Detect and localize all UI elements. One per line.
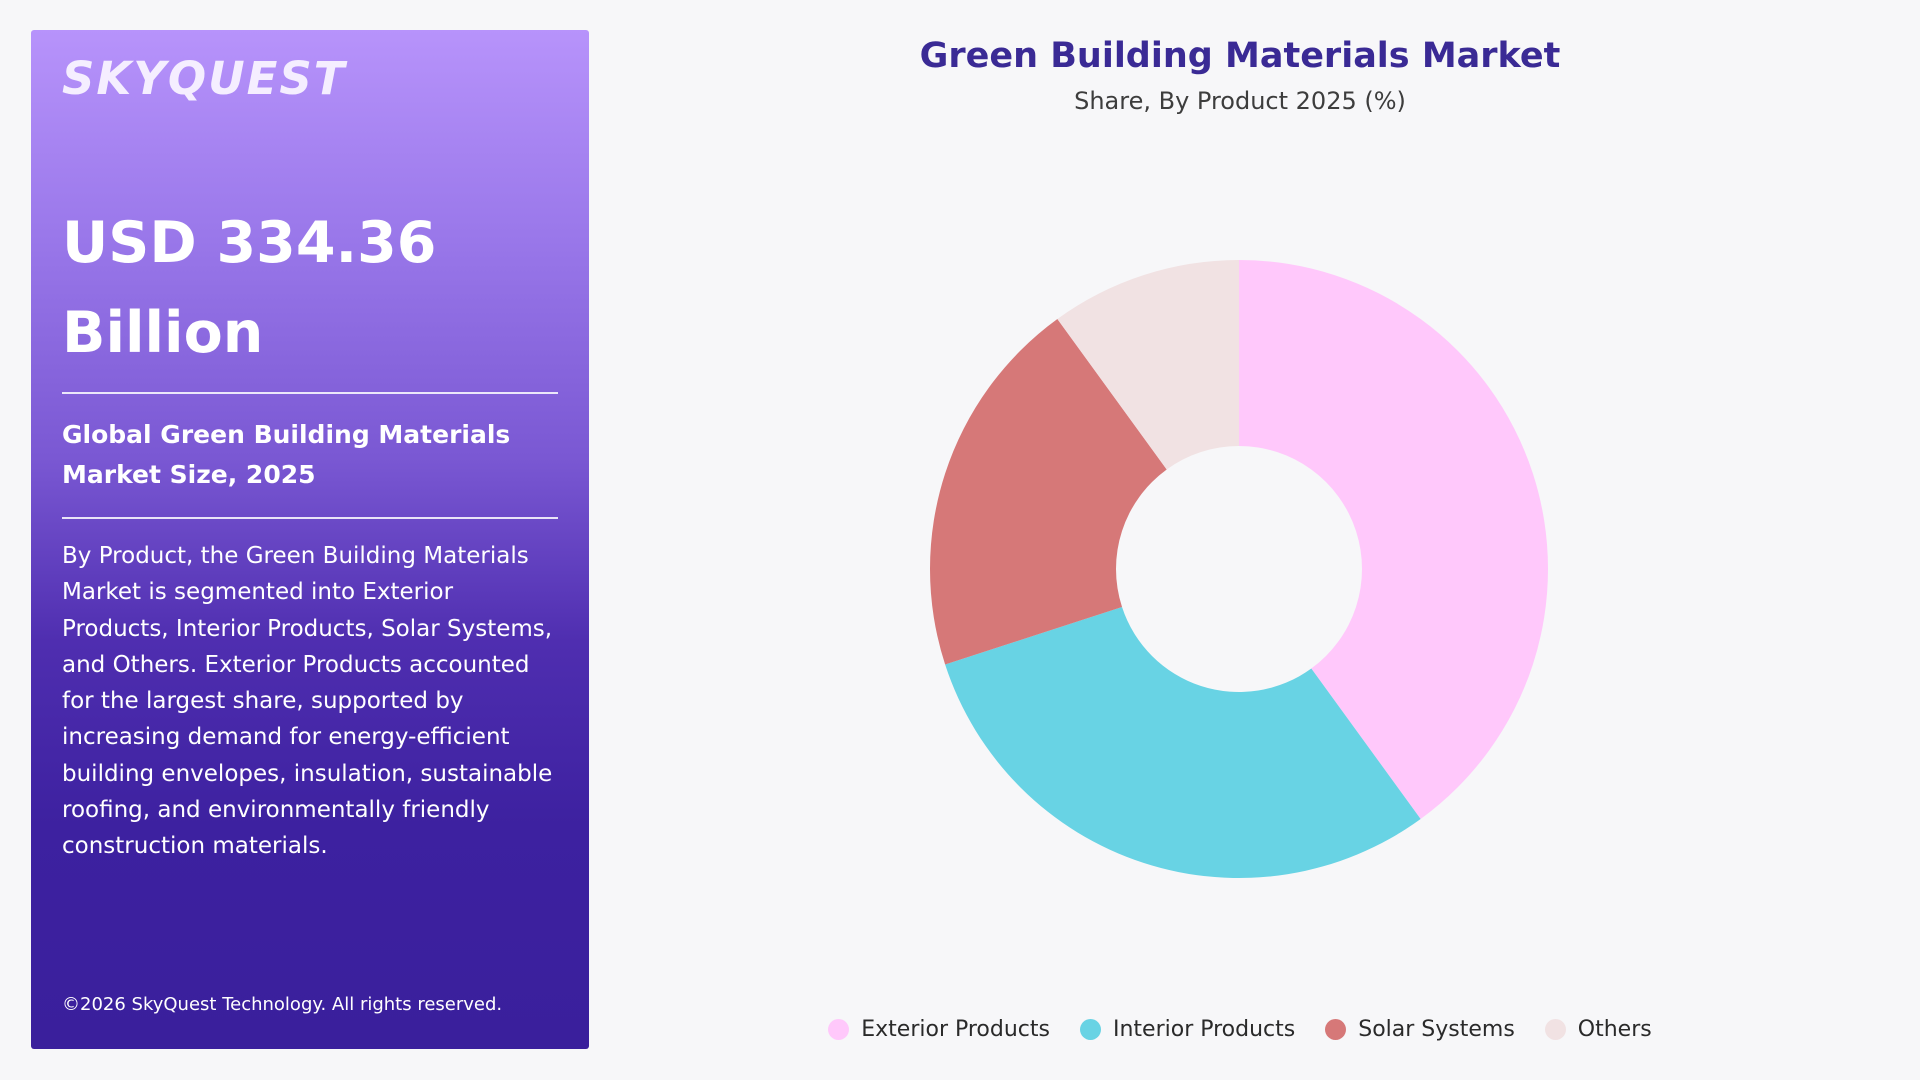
legend-label: Exterior Products — [861, 1017, 1050, 1042]
copyright-notice: ©2026 SkyQuest Technology. All rights re… — [62, 994, 503, 1015]
legend-label: Solar Systems — [1358, 1017, 1515, 1042]
chart-legend: Exterior Products Interior Products Solar … — [640, 1017, 1840, 1042]
panel-description: By Product, the Green Building Materials… — [62, 543, 553, 860]
market-size-unit: Billion — [62, 300, 264, 366]
skyquest-logo: SKYQUEST — [62, 52, 347, 105]
legend-item-exterior-products: Exterior Products — [828, 1017, 1050, 1042]
legend-swatch — [1079, 1019, 1101, 1040]
legend-item-others: Others — [1544, 1017, 1652, 1042]
donut-slice-solar-systems — [930, 319, 1167, 665]
legend-swatch — [1544, 1019, 1566, 1040]
legend-item-interior-products: Interior Products — [1079, 1017, 1296, 1042]
summary-panel: SKYQUEST USD 334.36 Billion Global Green… — [31, 30, 589, 1049]
divider-top — [62, 392, 558, 394]
donut-chart — [930, 260, 1548, 878]
legend-swatch — [1325, 1019, 1347, 1040]
legend-label: Interior Products — [1112, 1017, 1296, 1042]
donut-slice-interior-products — [945, 607, 1421, 878]
chart-title: Green Building Materials Market — [919, 36, 1561, 76]
market-size-value: USD 334.36 — [62, 210, 437, 276]
legend-label: Others — [1577, 1017, 1652, 1042]
legend-item-solar-systems: Solar Systems — [1325, 1017, 1515, 1042]
legend-swatch — [828, 1019, 850, 1040]
divider-bottom — [62, 517, 558, 519]
chart-subtitle: Share, By Product 2025 (%) — [1074, 87, 1406, 115]
donut-slice-exterior-products — [1239, 260, 1548, 819]
panel-subtitle: Global Green Building Materials Market S… — [62, 420, 511, 489]
market-size-headline: USD 334.36 Billion — [62, 198, 562, 378]
donut-slice-others — [1057, 260, 1239, 470]
